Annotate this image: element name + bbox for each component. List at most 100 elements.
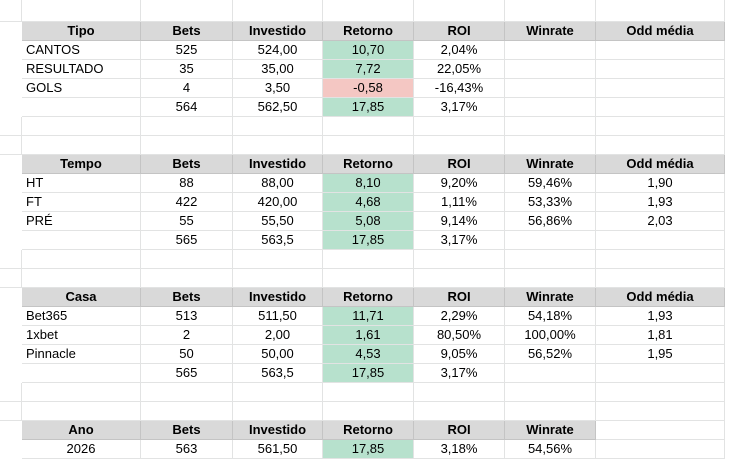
- cell-winrate[interactable]: [505, 41, 596, 60]
- empty-cell[interactable]: [414, 117, 505, 136]
- empty-cell[interactable]: [414, 269, 505, 288]
- cell-odd-media[interactable]: 1,81: [596, 326, 725, 345]
- cell-bets[interactable]: 50: [141, 345, 233, 364]
- cell-roi[interactable]: 1,11%: [414, 193, 505, 212]
- header-roi[interactable]: ROI: [414, 421, 505, 440]
- header-winrate[interactable]: Winrate: [505, 288, 596, 307]
- cell-odd-media[interactable]: [596, 79, 725, 98]
- header-retorno[interactable]: Retorno: [323, 155, 414, 174]
- cell-bets[interactable]: 565: [141, 231, 233, 250]
- empty-cell[interactable]: [22, 402, 141, 421]
- cell-casa[interactable]: 1xbet: [22, 326, 141, 345]
- empty-cell[interactable]: [323, 383, 414, 402]
- cell-bets[interactable]: 513: [141, 307, 233, 326]
- cell-odd-media[interactable]: 1,93: [596, 307, 725, 326]
- cell-retorno[interactable]: -0,58: [323, 79, 414, 98]
- empty-cell[interactable]: [505, 402, 596, 421]
- header-bets[interactable]: Bets: [141, 22, 233, 41]
- cell-odd-media[interactable]: [596, 41, 725, 60]
- cell-retorno[interactable]: 17,85: [323, 98, 414, 117]
- cell-odd-media[interactable]: 1,95: [596, 345, 725, 364]
- header-ano[interactable]: Ano: [22, 421, 141, 440]
- cell-tipo[interactable]: RESULTADO: [22, 60, 141, 79]
- empty-cell[interactable]: [233, 117, 323, 136]
- header-tipo[interactable]: Tipo: [22, 22, 141, 41]
- empty-cell[interactable]: [22, 269, 141, 288]
- empty-cell[interactable]: [323, 250, 414, 269]
- cell-retorno[interactable]: 17,85: [323, 364, 414, 383]
- empty-cell[interactable]: [596, 440, 725, 459]
- header-retorno[interactable]: Retorno: [323, 288, 414, 307]
- cell-investido[interactable]: 35,00: [233, 60, 323, 79]
- empty-cell[interactable]: [0, 117, 22, 136]
- cell-tempo[interactable]: HT: [22, 174, 141, 193]
- empty-cell[interactable]: [596, 136, 725, 155]
- cell-retorno[interactable]: 5,08: [323, 212, 414, 231]
- cell-bets[interactable]: 422: [141, 193, 233, 212]
- empty-cell[interactable]: [596, 117, 725, 136]
- cell-roi[interactable]: 2,29%: [414, 307, 505, 326]
- empty-cell[interactable]: [323, 136, 414, 155]
- cell-tempo[interactable]: [22, 231, 141, 250]
- cell-bets[interactable]: 565: [141, 364, 233, 383]
- header-roi[interactable]: ROI: [414, 22, 505, 41]
- cell-tipo[interactable]: CANTOS: [22, 41, 141, 60]
- header-winrate[interactable]: Winrate: [505, 22, 596, 41]
- cell-retorno[interactable]: 4,68: [323, 193, 414, 212]
- header-tempo[interactable]: Tempo: [22, 155, 141, 174]
- empty-cell[interactable]: [505, 0, 596, 22]
- cell-retorno[interactable]: 4,53: [323, 345, 414, 364]
- empty-cell[interactable]: [22, 250, 141, 269]
- empty-cell[interactable]: [323, 269, 414, 288]
- empty-cell[interactable]: [22, 0, 141, 22]
- cell-tempo[interactable]: FT: [22, 193, 141, 212]
- empty-cell[interactable]: [0, 383, 22, 402]
- cell-investido[interactable]: 562,50: [233, 98, 323, 117]
- empty-cell[interactable]: [414, 402, 505, 421]
- empty-cell[interactable]: [596, 0, 725, 22]
- empty-cell[interactable]: [596, 421, 725, 440]
- cell-bets[interactable]: 2: [141, 326, 233, 345]
- empty-cell[interactable]: [233, 250, 323, 269]
- cell-winrate[interactable]: [505, 79, 596, 98]
- empty-cell[interactable]: [414, 250, 505, 269]
- cell-roi[interactable]: -16,43%: [414, 79, 505, 98]
- cell-roi[interactable]: 3,18%: [414, 440, 505, 459]
- header-bets[interactable]: Bets: [141, 288, 233, 307]
- cell-winrate[interactable]: 56,52%: [505, 345, 596, 364]
- header-bets[interactable]: Bets: [141, 155, 233, 174]
- cell-investido[interactable]: 420,00: [233, 193, 323, 212]
- cell-ano[interactable]: 2026: [22, 440, 141, 459]
- header-winrate[interactable]: Winrate: [505, 421, 596, 440]
- cell-roi[interactable]: 3,17%: [414, 364, 505, 383]
- cell-retorno[interactable]: 7,72: [323, 60, 414, 79]
- empty-cell[interactable]: [323, 117, 414, 136]
- cell-winrate[interactable]: [505, 60, 596, 79]
- cell-odd-media[interactable]: 1,90: [596, 174, 725, 193]
- cell-investido[interactable]: 563,5: [233, 364, 323, 383]
- cell-investido[interactable]: 3,50: [233, 79, 323, 98]
- cell-retorno[interactable]: 17,85: [323, 231, 414, 250]
- cell-winrate[interactable]: [505, 231, 596, 250]
- empty-cell[interactable]: [0, 0, 22, 22]
- cell-investido[interactable]: 50,00: [233, 345, 323, 364]
- header-winrate[interactable]: Winrate: [505, 155, 596, 174]
- empty-cell[interactable]: [596, 250, 725, 269]
- empty-cell[interactable]: [233, 269, 323, 288]
- empty-cell[interactable]: [505, 269, 596, 288]
- cell-tipo[interactable]: GOLS: [22, 79, 141, 98]
- header-odd-media[interactable]: Odd média: [596, 22, 725, 41]
- cell-odd-media[interactable]: [596, 364, 725, 383]
- empty-cell[interactable]: [233, 402, 323, 421]
- empty-cell[interactable]: [233, 0, 323, 22]
- empty-cell[interactable]: [141, 402, 233, 421]
- cell-roi[interactable]: 2,04%: [414, 41, 505, 60]
- header-roi[interactable]: ROI: [414, 155, 505, 174]
- empty-cell[interactable]: [323, 402, 414, 421]
- cell-winrate[interactable]: 59,46%: [505, 174, 596, 193]
- empty-cell[interactable]: [141, 250, 233, 269]
- cell-winrate[interactable]: [505, 98, 596, 117]
- cell-retorno[interactable]: 8,10: [323, 174, 414, 193]
- cell-roi[interactable]: 9,20%: [414, 174, 505, 193]
- cell-bets[interactable]: 4: [141, 79, 233, 98]
